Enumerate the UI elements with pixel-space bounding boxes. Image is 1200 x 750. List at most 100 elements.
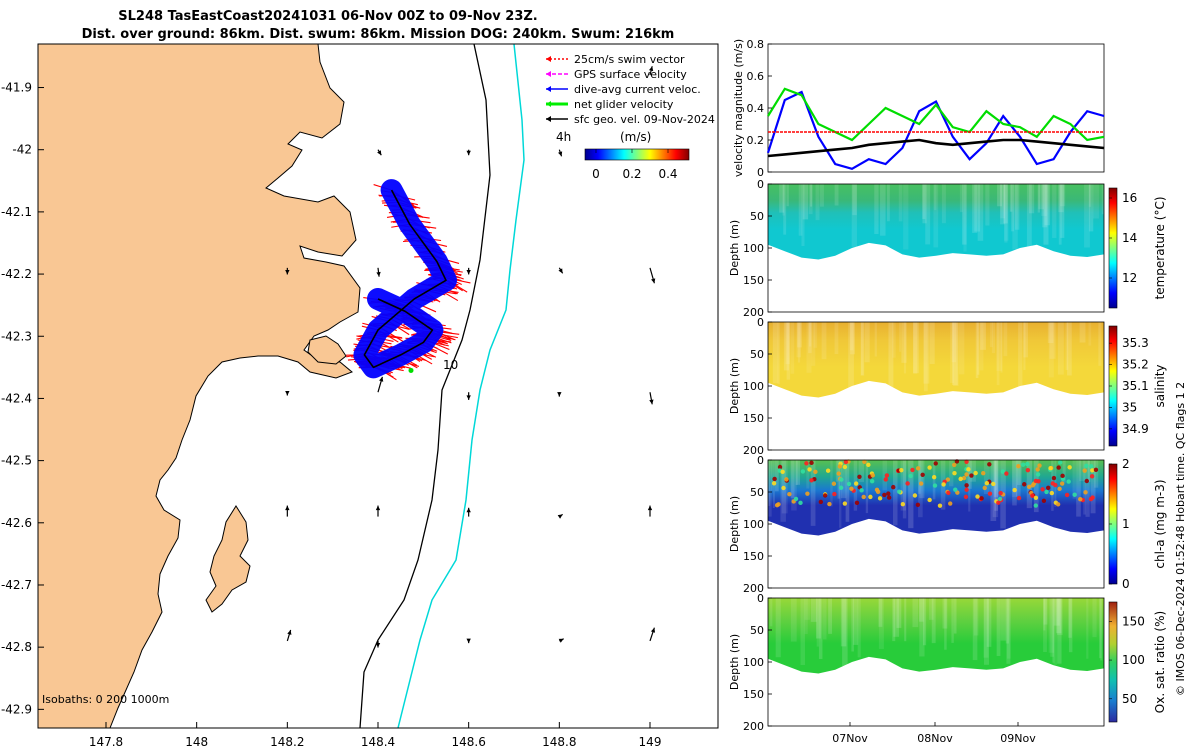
chl-sample-dot [780,469,785,474]
section-streak [796,460,801,485]
section-streak [1009,184,1013,212]
chl-sample-dot [964,487,969,492]
chl-sample-dot [1064,492,1070,498]
section-streak [892,598,896,642]
section-streak [810,184,813,207]
chl-sample-dot [1020,462,1026,467]
section-streak [811,322,816,366]
section-streak [902,460,907,519]
section-streak [808,322,812,354]
chl-sample-dot [946,490,951,496]
section-streak [1068,598,1073,653]
chl-sample-dot [781,485,786,491]
map-y-tick-label: -42.8 [1,640,32,654]
chl-sample-dot [1089,474,1095,479]
chl-sample-dot [805,491,810,496]
section-streak [774,460,779,492]
section-streak [786,184,789,207]
colorbar-tick-label: 150 [1122,614,1145,628]
chl-sample-dot [793,496,799,502]
colorbar-tick-label: 14 [1122,231,1137,245]
section-streak [857,598,861,658]
section-streak [800,598,805,666]
isobaths-label: Isobaths: 0 200 1000m [42,693,169,706]
section-streak [798,184,803,236]
section-streak [851,184,857,247]
map-x-tick-label: 148.8 [542,735,576,749]
section-streak [818,598,823,659]
chl-sample-dot [1060,473,1065,479]
section-streak [918,460,921,494]
section-y-tick-label: 50 [750,210,764,223]
colorbar-tick-label: 35.3 [1122,336,1149,350]
section-streak [1016,460,1022,485]
legend-arrowhead [546,86,551,92]
section-streak [931,598,936,644]
section-streak [1003,184,1008,224]
title-line2: Dist. over ground: 86km. Dist. swum: 86k… [82,27,675,42]
speed-colorbar [584,148,690,161]
surface-velocity-vectors [285,66,656,648]
chl-sample-dot [807,467,812,472]
section-streak [922,184,927,224]
chl-sample-dot [818,499,824,505]
section-streak [1056,598,1062,634]
map-y-tick-label: -42.7 [1,578,32,592]
island-mid [307,335,347,365]
section-streak [1014,184,1020,230]
chl-sample-dot [1012,487,1017,493]
chl-sample-dot [952,462,957,468]
map-y-tick-label: -42 [12,143,32,157]
chl-sample-dot [1072,492,1077,497]
time-series-panels: 0 0.2 0.4 0.6 0.8 velocity magnitude (m/s) 0… [728,38,1187,745]
section-streak [929,598,934,620]
velocity-arrow-head [375,643,381,648]
chl-sample-dot [1093,467,1099,473]
chl-sample-dot [862,459,867,465]
section-streak [874,322,877,357]
section-streak [949,460,954,487]
section-streak [986,598,992,647]
chl-sample-dot [854,500,860,506]
section-streak [972,598,978,661]
velocity-arrow-head [375,505,381,511]
chl-sample-dot [952,471,957,476]
section-streak [786,322,791,380]
section-streak [801,184,805,247]
map-y-tick-label: -42.4 [1,391,32,405]
section-streak [1000,184,1006,225]
colorbar-tick-label: 100 [1122,653,1145,667]
chl-sample-dot [1078,497,1083,502]
chl-sample-dot [842,501,848,506]
section-streak [770,598,773,627]
section-streak [1000,598,1007,641]
section-streak [795,460,798,485]
chl-sample-dot [984,481,990,486]
section-streak [1023,322,1026,371]
section-streak [1033,460,1039,513]
map-y-tick-label: -42.6 [1,516,32,530]
island-south [205,505,251,613]
colorbar-tick-label: 0 [1122,577,1130,591]
chl-sample-dot [1058,460,1063,465]
section-streak [1058,184,1064,213]
velocity-arrow-head [648,66,654,72]
chl-sample-dot [827,501,832,507]
section-streak [834,184,839,206]
section-streak [990,460,997,522]
section-streak [782,184,786,216]
section-streak [901,322,907,363]
chl-sample-dot [800,469,806,474]
waypoint-label: 10 [443,358,458,372]
chl-sample-dot [787,491,792,497]
velocity-arrow-head [285,269,290,275]
section-streak [840,598,847,647]
colorbar-tick-label: 0.4 [658,167,677,181]
section-streak [983,598,989,658]
section-y-tick-label: 150 [743,688,764,701]
chl-sample-dot [912,493,918,498]
section-streak [804,598,808,635]
chl-sample-dot [910,467,915,473]
map-y-tick-label: -42.3 [1,329,32,343]
section-streak [1057,598,1062,664]
